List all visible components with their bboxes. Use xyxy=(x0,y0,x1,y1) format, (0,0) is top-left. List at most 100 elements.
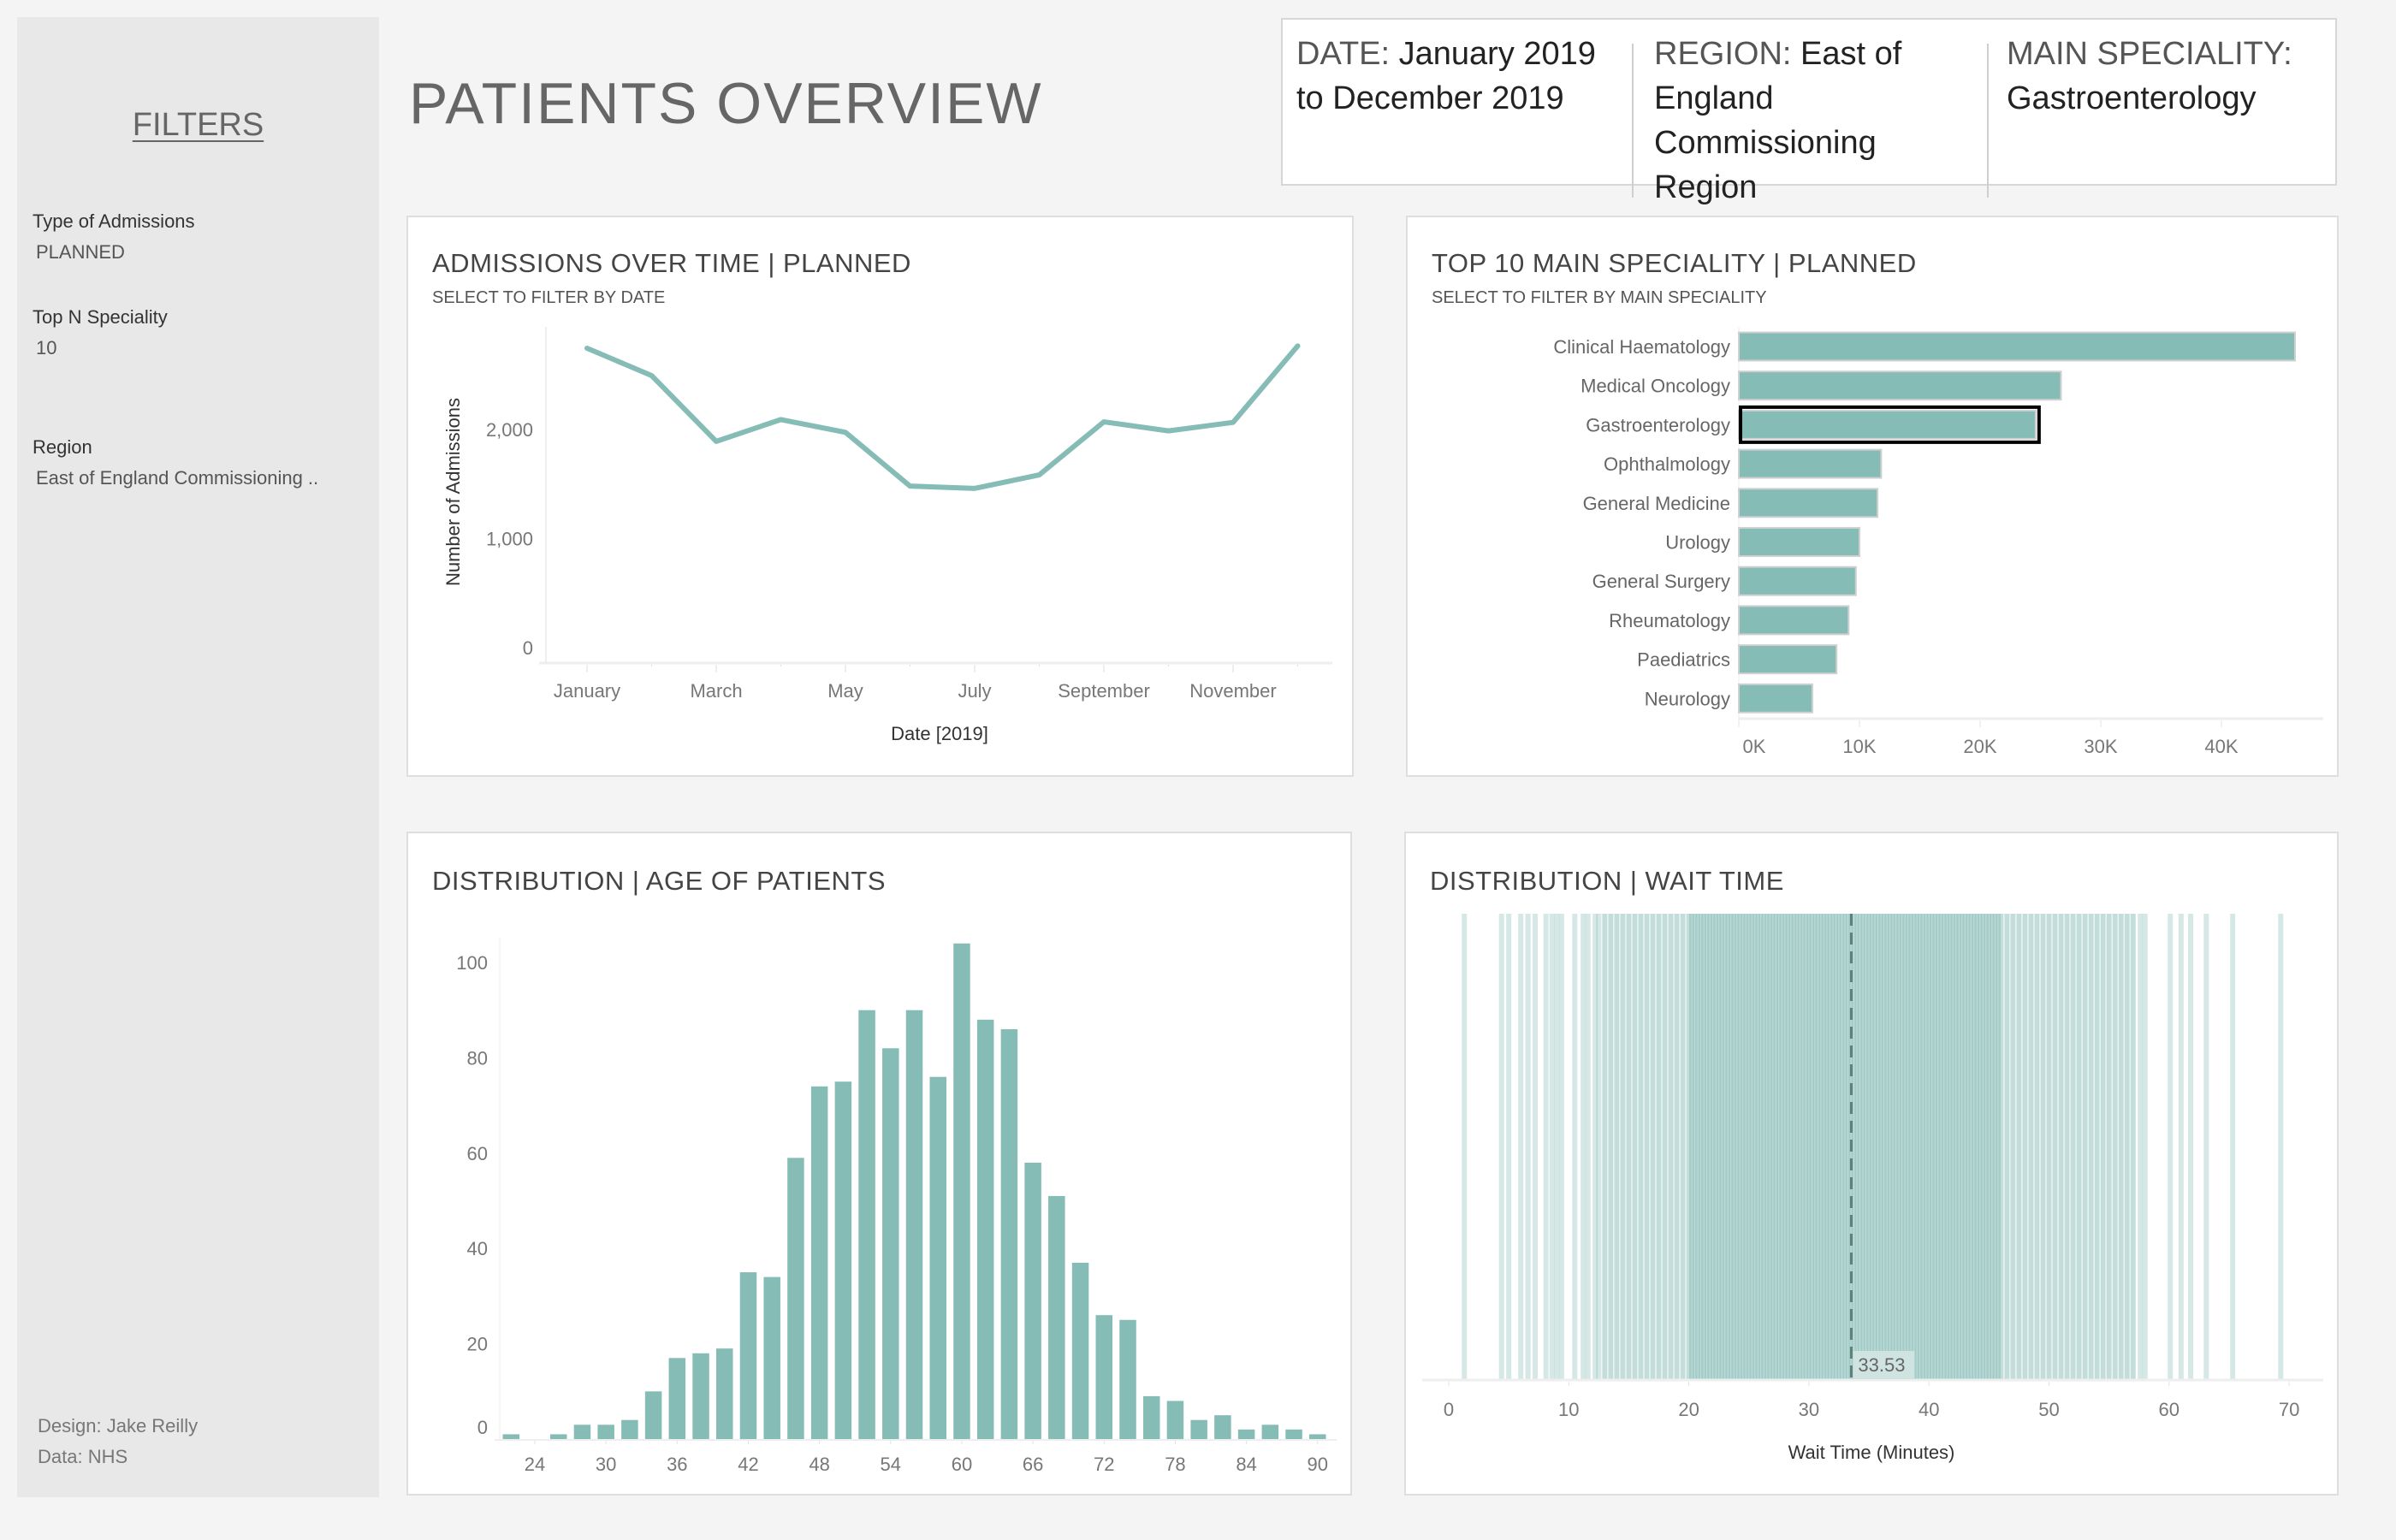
filter-value-region[interactable]: East of England Commissioning .. xyxy=(36,467,319,489)
filter-label-region: Region xyxy=(33,436,92,458)
x-tick-label: 78 xyxy=(1165,1454,1185,1475)
data-point-may[interactable] xyxy=(841,428,850,436)
data-point-november[interactable] xyxy=(1229,418,1237,427)
x-tick-label: 72 xyxy=(1094,1454,1114,1475)
data-point-april[interactable] xyxy=(777,415,786,424)
bar-ophthalmology[interactable] xyxy=(1738,448,1883,479)
data-point-february[interactable] xyxy=(648,371,656,380)
age-bar-70[interactable] xyxy=(1071,1262,1089,1439)
x-tick-label: 20K xyxy=(1963,736,1996,757)
age-bar-90[interactable] xyxy=(1309,1434,1326,1439)
bar-medical-oncology[interactable] xyxy=(1738,370,2062,401)
category-label[interactable]: General Surgery xyxy=(1592,571,1730,592)
data-point-december[interactable] xyxy=(1294,341,1302,350)
age-bar-44[interactable] xyxy=(763,1276,780,1439)
age-bar-84[interactable] xyxy=(1237,1429,1255,1439)
age-bar-68[interactable] xyxy=(1048,1195,1065,1439)
age-bar-22[interactable] xyxy=(502,1434,520,1439)
admissions-line-chart[interactable]: 0 1,000 2,000 January March May July September N… xyxy=(442,327,1332,744)
age-histogram[interactable]: 0 20 40 60 80 100 24 30 36 42 48 54 60 66 72 78 84 90 xyxy=(456,937,1337,1475)
age-bar-66[interactable] xyxy=(1024,1162,1041,1439)
data-point-september[interactable] xyxy=(1100,418,1108,426)
bar-rheumatology[interactable] xyxy=(1738,605,1850,636)
panel-title: TOP 10 MAIN SPECIALITY | PLANNED xyxy=(1432,248,1917,278)
x-tick-label: 10 xyxy=(1558,1399,1579,1420)
admissions-over-time-panel: ADMISSIONS OVER TIME | PLANNED SELECT TO… xyxy=(406,216,1354,777)
age-bar-62[interactable] xyxy=(976,1019,994,1439)
age-bar-58[interactable] xyxy=(929,1076,946,1439)
age-bar-38[interactable] xyxy=(692,1353,709,1439)
x-tick-label: 42 xyxy=(738,1454,758,1475)
category-label[interactable]: Medical Oncology xyxy=(1581,376,1730,397)
age-bar-76[interactable] xyxy=(1142,1395,1160,1439)
age-bar-50[interactable] xyxy=(834,1081,852,1439)
bar-urology[interactable] xyxy=(1738,527,1860,557)
summary-region-label: REGION: xyxy=(1654,36,1801,72)
category-label[interactable]: Neurology xyxy=(1645,688,1730,709)
category-label[interactable]: Clinical Haematology xyxy=(1553,336,1730,358)
age-bar-60[interactable] xyxy=(953,943,970,1439)
filters-title: FILTERS xyxy=(132,107,264,143)
category-label[interactable]: Rheumatology xyxy=(1609,610,1730,631)
age-bar-78[interactable] xyxy=(1166,1401,1184,1439)
summary-speciality-label: MAIN SPECIALITY: xyxy=(2007,36,2292,72)
age-bar-48[interactable] xyxy=(810,1086,828,1439)
data-point-march[interactable] xyxy=(712,437,721,446)
category-label[interactable]: Urology xyxy=(1665,532,1730,554)
filter-value-type-of-admissions[interactable]: PLANNED xyxy=(36,241,125,263)
category-label[interactable]: Ophthalmology xyxy=(1604,453,1730,475)
design-credit: Design: Jake Reilly xyxy=(38,1415,199,1436)
x-tick-label: July xyxy=(958,680,991,702)
category-label[interactable]: General Medicine xyxy=(1583,493,1730,514)
data-point-august[interactable] xyxy=(1035,471,1044,479)
age-bar-26[interactable] xyxy=(549,1434,567,1439)
age-bar-46[interactable] xyxy=(787,1158,804,1439)
age-bar-54[interactable] xyxy=(882,1048,899,1439)
speciality-bar-chart[interactable]: Clinical Haematology Medical Oncology Gast… xyxy=(1553,327,2323,757)
age-bar-42[interactable] xyxy=(739,1272,757,1439)
wait-time-strip-plot[interactable]: 33.53 0 10 20 30 40 50 60 70 Wait Time (Minutes) xyxy=(1422,914,2323,1463)
age-bar-88[interactable] xyxy=(1285,1429,1302,1439)
age-bar-86[interactable] xyxy=(1261,1424,1279,1439)
summary-date: DATE: January 2019 to December 2019 xyxy=(1296,32,1626,121)
category-label[interactable]: Paediatrics xyxy=(1637,649,1730,671)
filter-label-type-of-admissions: Type of Admissions xyxy=(33,210,195,232)
age-bar-72[interactable] xyxy=(1095,1315,1113,1439)
age-bar-30[interactable] xyxy=(597,1424,614,1439)
age-bar-52[interactable] xyxy=(858,1010,875,1439)
age-bar-64[interactable] xyxy=(1000,1028,1018,1439)
age-bar-80[interactable] xyxy=(1190,1419,1207,1439)
bar-general-medicine[interactable] xyxy=(1738,488,1879,518)
category-label[interactable]: Gastroenterology xyxy=(1586,414,1730,435)
data-point-january[interactable] xyxy=(583,344,591,352)
age-bar-34[interactable] xyxy=(644,1391,662,1439)
bar-neurology[interactable] xyxy=(1738,683,1814,714)
age-bar-40[interactable] xyxy=(716,1348,733,1439)
data-point-july[interactable] xyxy=(970,484,979,493)
y-tick-label: 100 xyxy=(456,952,488,974)
bar-clinical-haematology[interactable] xyxy=(1738,331,2297,362)
divider xyxy=(1987,44,1989,198)
bar-general-surgery[interactable] xyxy=(1738,566,1857,596)
age-bar-74[interactable] xyxy=(1119,1319,1136,1439)
age-bar-82[interactable] xyxy=(1214,1415,1231,1439)
data-point-june[interactable] xyxy=(906,482,915,490)
bar-gastroenterology[interactable] xyxy=(1738,409,2037,440)
x-tick-label: 60 xyxy=(952,1454,972,1475)
y-tick-label: 2,000 xyxy=(486,419,533,441)
age-bar-32[interactable] xyxy=(621,1419,638,1439)
age-bar-56[interactable] xyxy=(905,1010,923,1439)
data-credit: Data: NHS xyxy=(38,1446,128,1467)
panel-title: DISTRIBUTION | AGE OF PATIENTS xyxy=(432,866,887,896)
x-tick-label: 40K xyxy=(2204,736,2238,757)
age-bar-36[interactable] xyxy=(668,1358,686,1439)
y-tick-label: 0 xyxy=(477,1417,488,1438)
filter-value-top-n-speciality[interactable]: 10 xyxy=(36,337,57,358)
age-bar-28[interactable] xyxy=(573,1424,591,1439)
data-point-october[interactable] xyxy=(1165,427,1173,435)
selection-summary: DATE: January 2019 to December 2019 REGI… xyxy=(1281,18,2337,205)
x-tick-label: 10K xyxy=(1842,736,1876,757)
x-tick-label: 90 xyxy=(1308,1454,1328,1475)
bar-paediatrics[interactable] xyxy=(1738,644,1838,675)
x-tick-label: May xyxy=(827,680,863,702)
